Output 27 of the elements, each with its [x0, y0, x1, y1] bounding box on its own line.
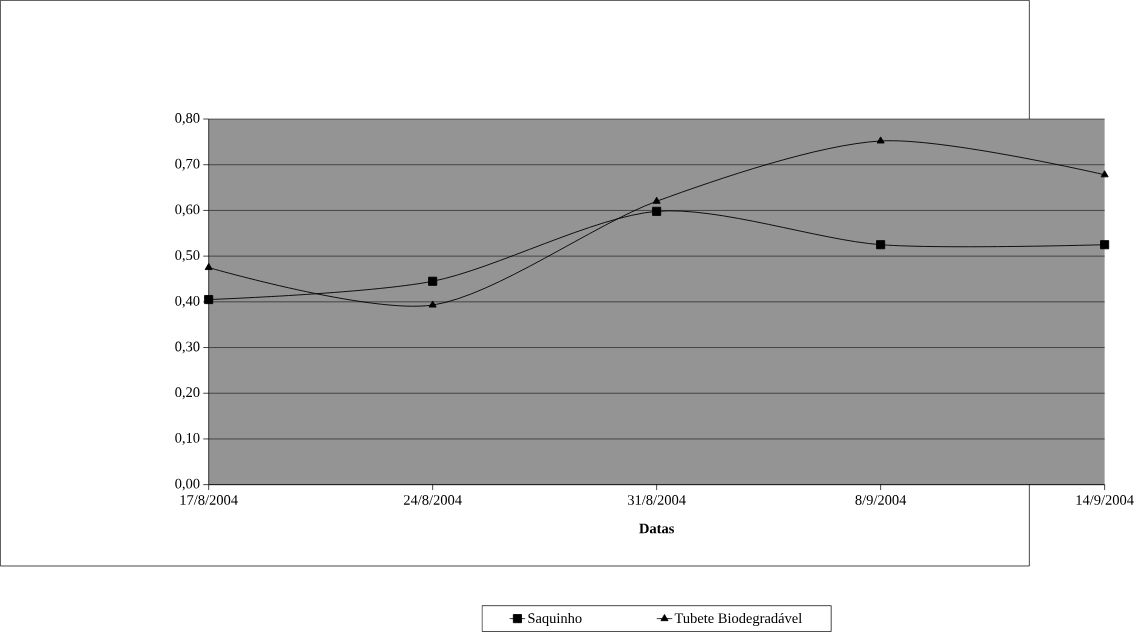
point	[204, 263, 213, 271]
point	[428, 300, 437, 308]
y-tick-label: 0,80	[175, 113, 200, 125]
x-tick-label: 31/8/2004	[627, 495, 686, 505]
point	[1100, 240, 1110, 250]
x-tick-label: 24/8/2004	[403, 495, 462, 505]
point	[876, 240, 886, 250]
legend-label: Saquinho	[528, 612, 582, 627]
point	[428, 276, 438, 286]
point	[204, 295, 214, 305]
y-tick-label: 0,00	[175, 478, 200, 491]
x-tick-label: 17/8/2004	[180, 495, 238, 505]
point	[876, 136, 885, 144]
x-axis-title: Datas	[639, 523, 674, 534]
y-tick-label: 0,40	[175, 295, 200, 308]
point	[1100, 170, 1109, 178]
y-tick-label: 0,30	[175, 341, 200, 354]
x-tick-label: 8/9/2004	[855, 495, 907, 505]
y-tick-label: 0,70	[175, 158, 200, 171]
y-tick-label: 0,10	[175, 433, 200, 445]
y-tick-label: 0,50	[175, 250, 200, 263]
y-tick-label: 0,20	[175, 387, 200, 400]
x-tick-label: 14/9/2004	[1076, 495, 1134, 505]
y-tick-label: 0,60	[175, 204, 200, 217]
point	[652, 206, 662, 216]
legend-label: Tubete Biodegradável	[674, 612, 802, 627]
point	[652, 196, 661, 204]
